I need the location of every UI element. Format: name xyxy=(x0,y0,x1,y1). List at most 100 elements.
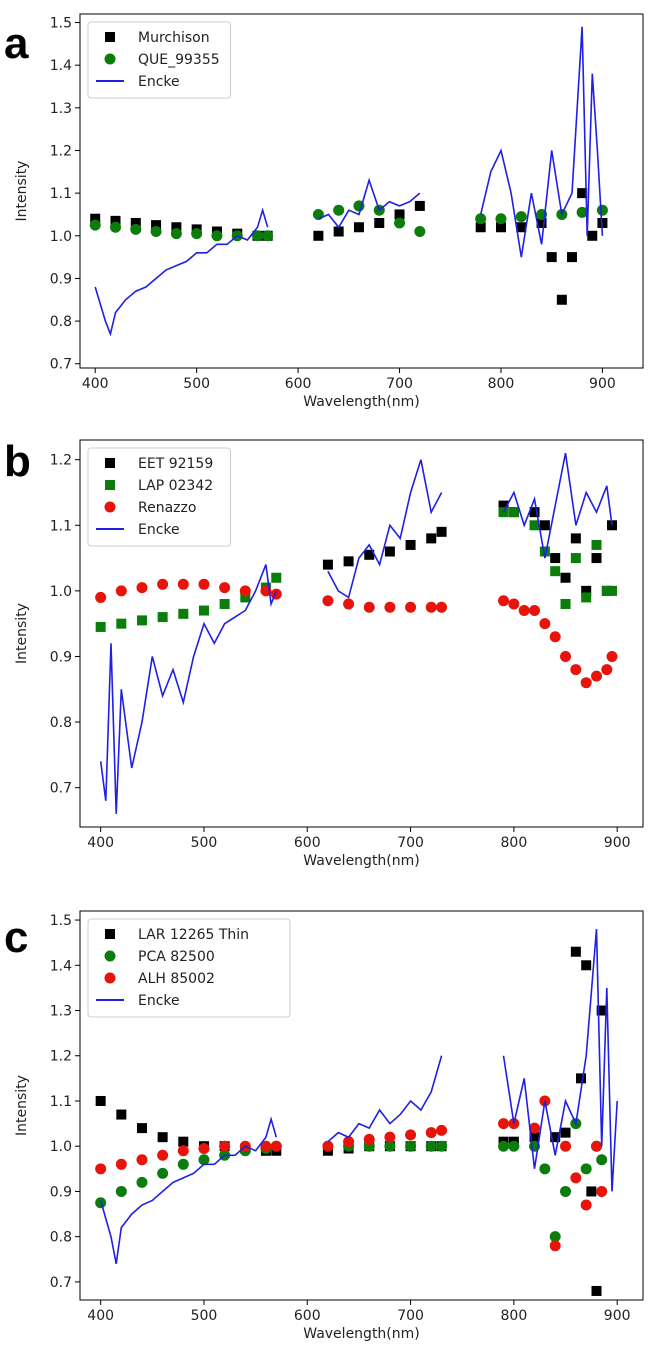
data-point xyxy=(581,592,592,603)
data-point xyxy=(219,1140,231,1152)
series-line xyxy=(327,1055,443,1143)
data-point xyxy=(198,1142,210,1154)
y-tick-label: 1.1 xyxy=(50,1094,72,1110)
data-point xyxy=(550,553,561,564)
data-point xyxy=(157,612,168,623)
data-point xyxy=(151,220,162,231)
data-point xyxy=(95,591,107,603)
data-point xyxy=(115,585,127,597)
data-point xyxy=(581,960,592,971)
data-point xyxy=(136,1123,147,1134)
y-tick-label: 1.3 xyxy=(50,101,72,117)
data-point xyxy=(560,1185,572,1197)
legend-label: ALH 85002 xyxy=(138,971,215,987)
legend-box xyxy=(87,918,291,1018)
plot-area xyxy=(95,452,618,814)
data-point xyxy=(384,1140,396,1152)
series-line xyxy=(99,1116,278,1264)
y-tick-label: 1.1 xyxy=(50,518,72,534)
data-point xyxy=(219,582,231,594)
y-tick-label: 1.0 xyxy=(50,584,72,600)
data-point xyxy=(270,1140,282,1152)
data-point xyxy=(364,549,375,560)
data-point xyxy=(539,1163,551,1175)
data-point xyxy=(580,1199,592,1211)
data-point xyxy=(539,618,551,630)
y-tick-label: 1.0 xyxy=(50,229,72,245)
data-point xyxy=(570,664,582,676)
data-point xyxy=(580,1163,592,1175)
data-point xyxy=(343,598,355,610)
data-point xyxy=(596,1005,607,1016)
data-point xyxy=(322,595,334,607)
data-point xyxy=(518,605,530,617)
y-tick-label: 0.8 xyxy=(50,715,72,731)
series-renazzo xyxy=(95,578,618,689)
data-point xyxy=(177,1145,189,1157)
data-point xyxy=(262,230,274,242)
data-point xyxy=(596,1154,608,1166)
x-tick-label: 500 xyxy=(191,835,218,851)
legend-swatch xyxy=(105,480,115,490)
data-point xyxy=(178,608,189,619)
data-point xyxy=(549,1240,561,1252)
data-point xyxy=(498,1118,510,1130)
legend: EET 92159 LAP 02342 Renazzo Encke xyxy=(87,447,231,547)
data-point xyxy=(576,206,588,218)
data-point xyxy=(198,605,209,616)
x-tick-label: 400 xyxy=(87,1308,114,1324)
y-tick-label: 1.4 xyxy=(50,958,72,974)
data-point xyxy=(343,556,354,567)
data-point xyxy=(414,226,426,238)
data-point xyxy=(495,213,507,225)
data-point xyxy=(136,615,147,626)
data-point xyxy=(110,215,121,226)
data-point xyxy=(115,1158,127,1170)
legend-swatch xyxy=(105,929,115,939)
x-tick-label: 800 xyxy=(501,835,528,851)
series-line xyxy=(99,564,278,814)
x-tick-label: 800 xyxy=(488,376,515,392)
series-encke xyxy=(94,26,604,337)
data-point xyxy=(570,946,581,957)
x-axis-label: Wavelength(nm) xyxy=(303,394,419,410)
data-point xyxy=(591,553,602,564)
data-point xyxy=(546,252,557,263)
data-point xyxy=(581,585,592,596)
y-tick-label: 1.5 xyxy=(50,913,72,929)
data-point xyxy=(170,228,182,240)
data-point xyxy=(271,572,282,583)
legend-label: LAR 12265 Thin xyxy=(138,927,249,943)
data-point xyxy=(384,1131,396,1143)
data-point xyxy=(95,1163,107,1175)
y-tick-label: 0.9 xyxy=(50,1184,72,1200)
legend: LAR 12265 Thin PCA 82500 ALH 85002 Encke xyxy=(87,918,291,1018)
y-tick-label: 1.1 xyxy=(50,186,72,202)
data-point xyxy=(425,601,437,613)
data-point xyxy=(130,223,142,235)
y-tick-label: 0.8 xyxy=(50,314,72,330)
data-point xyxy=(587,230,598,241)
data-point xyxy=(560,650,572,662)
legend-label: Encke xyxy=(138,993,180,1009)
legend-label: Encke xyxy=(138,522,180,538)
legend-label: LAP 02342 xyxy=(138,478,213,494)
data-point xyxy=(95,621,106,632)
data-point xyxy=(591,1285,602,1296)
data-point xyxy=(89,219,101,231)
data-point xyxy=(414,200,425,211)
data-point xyxy=(270,588,282,600)
data-point xyxy=(384,601,396,613)
x-tick-label: 400 xyxy=(87,835,114,851)
data-point xyxy=(591,670,603,682)
data-point xyxy=(591,539,602,550)
series-encke xyxy=(99,929,618,1264)
series-line xyxy=(502,929,618,1192)
legend-swatch xyxy=(105,32,115,42)
data-point xyxy=(353,222,364,233)
legend-label: Encke xyxy=(138,74,180,90)
data-point xyxy=(570,533,581,544)
data-point xyxy=(394,209,405,220)
data-point xyxy=(607,585,618,596)
